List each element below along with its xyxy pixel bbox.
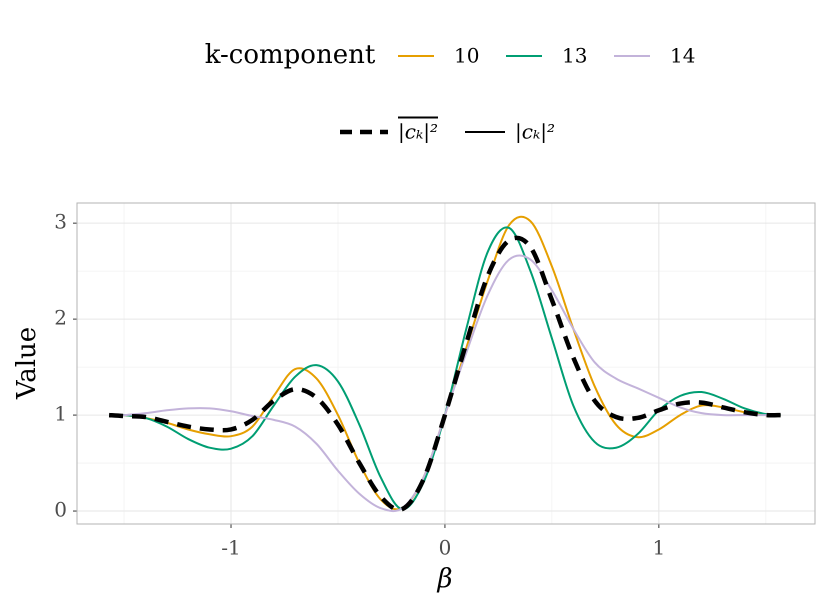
legend-label: 13 <box>562 44 587 68</box>
y-tick-label: 3 <box>54 210 67 234</box>
x-axis-label: β <box>436 564 452 594</box>
y-tick-label: 2 <box>54 306 67 330</box>
legend-label: 10 <box>454 44 479 68</box>
y-axis-label: Value <box>12 327 42 400</box>
y-tick-label: 0 <box>54 498 67 522</box>
x-tick-label: 0 <box>439 536 452 560</box>
legend-label-solid: |cₖ|² <box>515 120 555 145</box>
legend-title: k-component <box>205 40 376 70</box>
x-tick-label: 1 <box>652 536 665 560</box>
x-tick-label: -1 <box>221 536 240 560</box>
legend-label: 14 <box>670 44 695 68</box>
plot-border <box>76 202 816 525</box>
series-line <box>108 235 781 512</box>
legend-label: |cₖ|² <box>398 120 438 145</box>
y-tick-label: 1 <box>54 402 67 426</box>
